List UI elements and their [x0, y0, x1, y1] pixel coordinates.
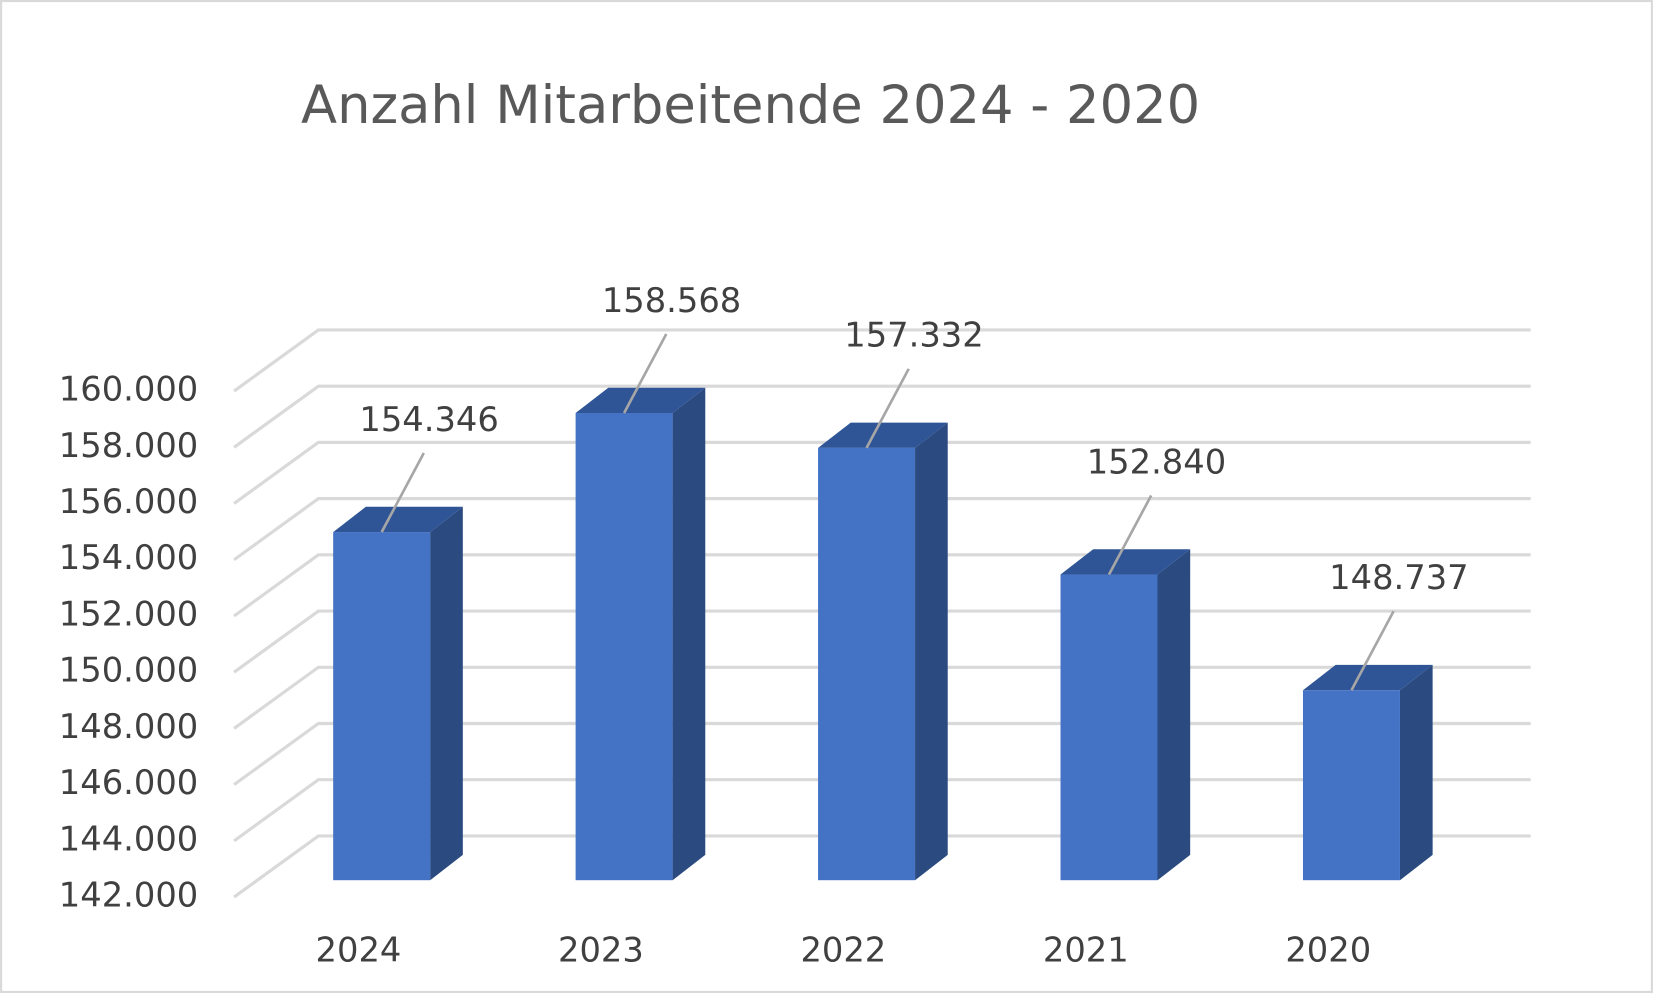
leader-line	[1107, 494, 1153, 576]
value-label: 157.332	[844, 316, 983, 355]
x-tick-label: 2023	[558, 930, 644, 969]
y-tick-label: 154.000	[59, 538, 198, 577]
y-tick-label: 146.000	[59, 763, 198, 802]
bar-side	[1157, 549, 1191, 881]
bar-top	[333, 506, 463, 533]
y-tick-label: 148.000	[59, 707, 198, 746]
bar-side	[430, 506, 463, 881]
y-tick-label: 152.000	[59, 594, 198, 633]
y-tick-label: 156.000	[59, 482, 198, 521]
value-label: 158.568	[602, 281, 741, 320]
value-label: 148.737	[1329, 558, 1468, 597]
leader-line	[380, 452, 425, 533]
x-tick-label: 2021	[1043, 930, 1129, 969]
bar-side	[672, 387, 706, 881]
y-tick-label: 160.000	[59, 370, 198, 409]
x-tick-label: 2020	[1285, 930, 1371, 969]
y-tick-label: 144.000	[59, 819, 198, 858]
value-label: 154.346	[359, 400, 498, 439]
bar-top	[1302, 664, 1433, 691]
bar-top	[818, 422, 948, 448]
bar-top	[575, 387, 706, 414]
grid-line	[233, 384, 1531, 449]
bar-top	[1060, 549, 1191, 575]
bar-side	[1399, 664, 1433, 881]
grid-line	[233, 440, 1531, 505]
leader-line	[865, 368, 910, 449]
leader-line	[622, 333, 668, 414]
chart-title: Anzahl Mitarbeitende 2024 - 2020	[301, 75, 1200, 136]
bar	[333, 532, 431, 881]
y-tick-label: 158.000	[59, 426, 198, 465]
bar	[1302, 690, 1400, 881]
value-label: 152.840	[1087, 442, 1226, 481]
bar	[575, 413, 673, 881]
y-tick-label: 142.000	[59, 876, 198, 915]
bar-side	[915, 422, 948, 881]
grid-line	[233, 497, 1531, 562]
grid-line	[233, 328, 1531, 393]
bar	[818, 447, 916, 881]
x-tick-label: 2022	[800, 930, 886, 969]
y-tick-label: 150.000	[59, 651, 198, 690]
bar	[1060, 574, 1158, 881]
x-tick-label: 2024	[316, 930, 402, 969]
leader-line	[1350, 610, 1395, 691]
